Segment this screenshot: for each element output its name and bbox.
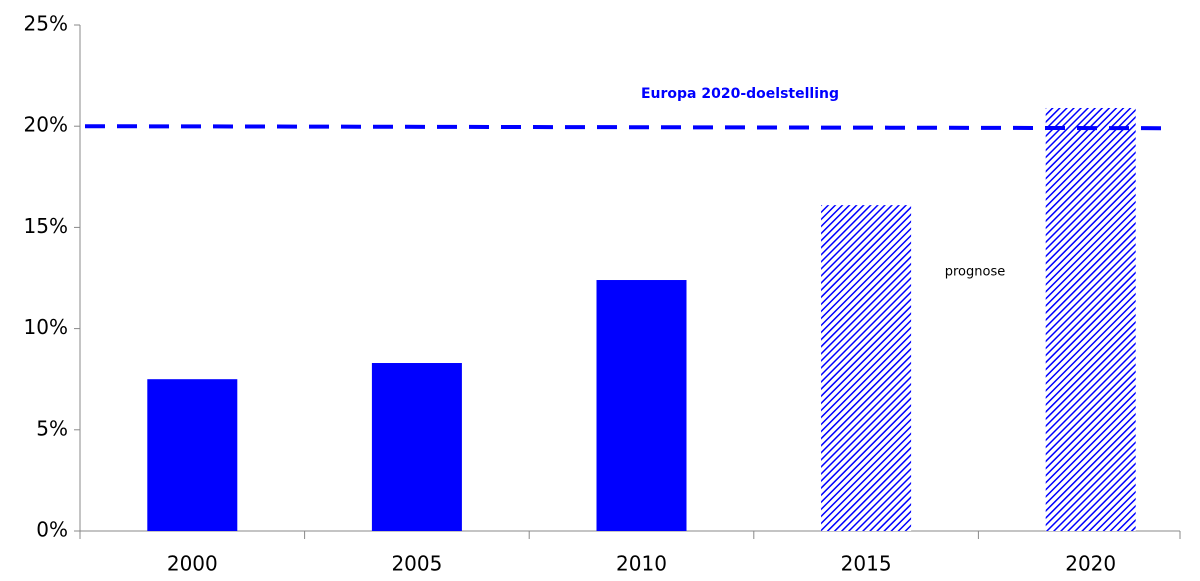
- x-tick-label: 2005: [391, 552, 442, 576]
- reference-label: Europa 2020-doelstelling: [641, 86, 839, 102]
- x-tick-label: 2000: [167, 552, 218, 576]
- y-tick-label: 10%: [24, 315, 68, 339]
- y-tick-label: 15%: [24, 214, 68, 238]
- bar: [821, 205, 912, 532]
- y-tick-label: 20%: [24, 113, 68, 137]
- x-tick-label: 2015: [841, 552, 892, 576]
- x-tick-label: 2010: [616, 552, 667, 576]
- y-tick-label: 0%: [36, 518, 68, 542]
- bar: [1045, 107, 1136, 531]
- x-tick-label: 2020: [1065, 552, 1116, 576]
- bar: [147, 379, 238, 531]
- reference-line: [84, 124, 1166, 131]
- annotation: prognose: [945, 265, 1005, 280]
- bar: [596, 280, 687, 531]
- bar: [371, 363, 462, 531]
- y-tick-label: 25%: [24, 12, 68, 36]
- y-tick-label: 5%: [36, 416, 68, 440]
